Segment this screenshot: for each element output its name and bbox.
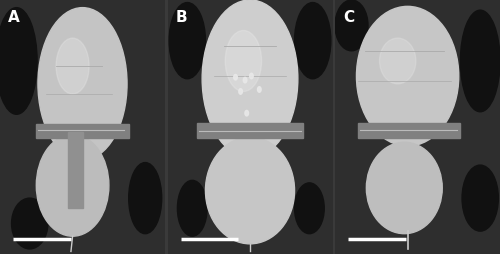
Ellipse shape	[294, 183, 324, 234]
Ellipse shape	[366, 142, 442, 234]
Ellipse shape	[244, 77, 247, 83]
Bar	[68, 132, 82, 208]
Ellipse shape	[206, 137, 294, 244]
Ellipse shape	[258, 87, 261, 92]
Text: C: C	[343, 10, 354, 25]
Ellipse shape	[225, 30, 262, 91]
Ellipse shape	[335, 0, 368, 51]
Ellipse shape	[380, 38, 416, 84]
Ellipse shape	[56, 38, 89, 94]
Text: A: A	[8, 10, 20, 25]
Ellipse shape	[250, 73, 253, 79]
Ellipse shape	[294, 3, 331, 79]
Bar	[197, 123, 303, 138]
Bar	[358, 123, 460, 138]
Ellipse shape	[234, 74, 237, 80]
Ellipse shape	[128, 163, 162, 234]
Ellipse shape	[356, 6, 459, 146]
Ellipse shape	[202, 0, 298, 157]
Ellipse shape	[0, 8, 37, 114]
Ellipse shape	[169, 3, 205, 79]
Text: B: B	[176, 10, 188, 25]
Ellipse shape	[245, 110, 248, 116]
Bar	[36, 124, 128, 138]
Ellipse shape	[460, 10, 500, 112]
Ellipse shape	[462, 165, 498, 231]
Ellipse shape	[12, 198, 48, 249]
Ellipse shape	[38, 8, 127, 160]
Ellipse shape	[239, 89, 242, 94]
Ellipse shape	[178, 180, 207, 236]
Ellipse shape	[36, 135, 109, 236]
